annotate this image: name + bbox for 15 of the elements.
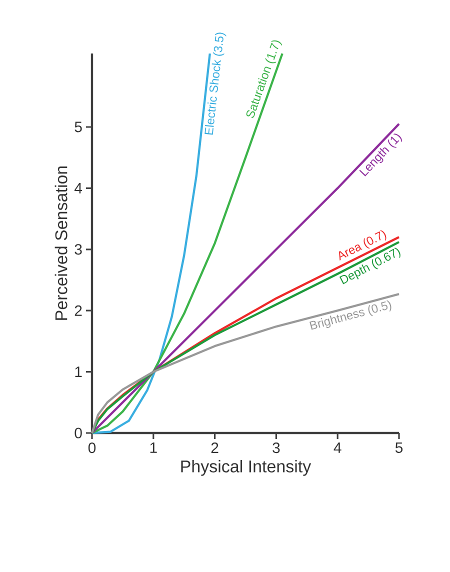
y-tick-label: 2: [74, 305, 82, 316]
y-tick-label: 5: [74, 122, 82, 132]
y-tick-label: 1: [75, 366, 82, 377]
y-tick-label: 3: [74, 244, 82, 255]
y-tick-label: 4: [74, 183, 82, 194]
x-tick-label: 3: [272, 442, 280, 454]
x-tick-label: 2: [211, 442, 218, 453]
y-axis-title: Perceived Sensation: [54, 166, 68, 320]
y-tick-label: 0: [74, 428, 82, 438]
x-tick-label: 1: [150, 442, 157, 453]
x-tick-label: 0: [88, 442, 96, 454]
text: Electric Shock (3.5): [204, 32, 226, 135]
x-tick-label: 4: [334, 442, 342, 453]
x-tick-label: 5: [395, 442, 403, 453]
x-axis-title: Physical Intensity: [181, 460, 312, 476]
